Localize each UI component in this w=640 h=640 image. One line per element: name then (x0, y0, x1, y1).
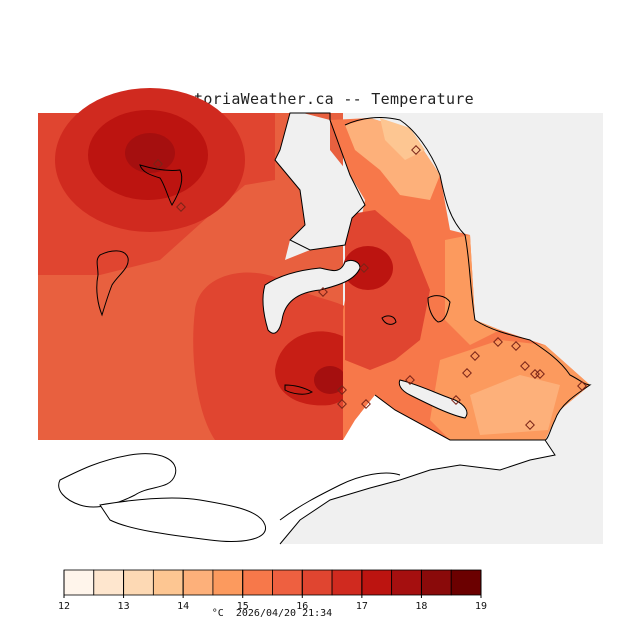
inlet (262, 259, 361, 334)
colorbar-tick-label: 13 (118, 601, 130, 612)
station-markers (153, 145, 587, 430)
island-west (96, 250, 129, 317)
south-island-middle (99, 497, 266, 542)
harbour (398, 379, 468, 419)
south-island-east (279, 472, 401, 521)
colorbar-tick-label: 12 (58, 601, 70, 612)
south-coast (279, 394, 556, 545)
colorbar-cell (331, 569, 363, 596)
island-east-lake (427, 295, 451, 323)
field-north-cool (345, 118, 440, 200)
colorbar-cell (123, 569, 154, 596)
colorbar-cell (361, 569, 393, 596)
field-se-coolest (470, 375, 560, 435)
station-marker (525, 420, 535, 430)
station-marker (337, 385, 347, 395)
field-north-coolest (380, 118, 425, 160)
station-marker (337, 399, 347, 409)
colorbar-cell (391, 569, 422, 596)
colorbar-cell (212, 569, 244, 596)
unit-label: °C (211, 608, 224, 619)
station-marker (470, 351, 480, 361)
colorbar-caption: °C 2026/04/20 21:34 (0, 608, 544, 619)
station-marker (520, 361, 530, 371)
colorbar-tick-label: 17 (356, 601, 368, 612)
south-island-west (58, 453, 177, 508)
map-title: VictoriaWeather.ca -- Temperature (166, 90, 474, 108)
colorbar-tick-label: 15 (237, 601, 249, 612)
station-marker (511, 341, 521, 351)
station-marker (318, 287, 328, 297)
station-marker (493, 337, 503, 347)
colorbar-tick-label: 18 (415, 601, 427, 612)
station-marker (411, 145, 421, 155)
station-marker (577, 381, 587, 391)
station-marker (530, 369, 540, 379)
strait-coast (274, 112, 366, 251)
station-marker (451, 395, 461, 405)
colorbar-tick-label: 16 (296, 601, 308, 612)
colorbar-cell (63, 569, 95, 596)
station-marker (176, 202, 186, 212)
station-marker (361, 399, 371, 409)
strait-channel (260, 113, 365, 260)
colorbar-cell (93, 569, 124, 596)
colorbar-cell (242, 569, 273, 596)
station-marker (462, 368, 472, 378)
station-marker (153, 159, 163, 169)
field-east-edge (445, 235, 500, 345)
timestamp: 2026/04/20 21:34 (235, 608, 333, 619)
colorbar-cell (272, 569, 303, 596)
island-small (381, 315, 397, 325)
island-central (284, 384, 314, 395)
island-northwest (139, 164, 183, 206)
colorbar-tick-label: 14 (177, 601, 189, 612)
field-nw-max (125, 133, 175, 173)
colorbar-cell (450, 569, 482, 596)
station-marker (405, 375, 415, 385)
colorbar-cell (152, 569, 184, 596)
station-marker (535, 369, 545, 379)
field-central-max (314, 366, 346, 394)
station-marker (359, 263, 369, 273)
colorbar-cell (182, 569, 214, 596)
east-coast (344, 117, 592, 441)
colorbar-cell (421, 569, 452, 596)
colorbar-cell (301, 569, 333, 596)
colorbar-tick-label: 19 (475, 601, 487, 612)
